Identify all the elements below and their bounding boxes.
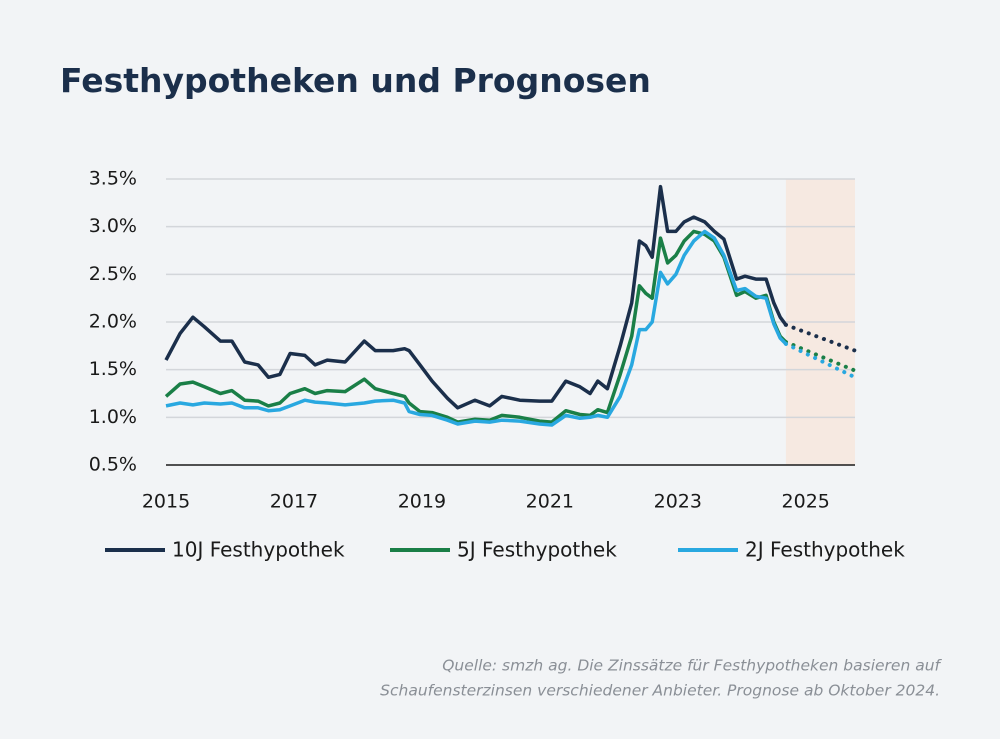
x-tick-label: 2023 bbox=[654, 491, 702, 513]
y-tick-label: 1.0% bbox=[89, 406, 137, 428]
x-tick-label: 2019 bbox=[398, 491, 446, 513]
y-tick-label: 1.5% bbox=[89, 358, 137, 380]
y-tick-label: 2.0% bbox=[89, 311, 137, 333]
forecast-line bbox=[783, 341, 857, 380]
x-tick-label: 2017 bbox=[270, 491, 318, 513]
x-tick-label: 2015 bbox=[142, 491, 190, 513]
legend-label: 2J Festhypothek bbox=[745, 538, 905, 562]
legend-label: 5J Festhypothek bbox=[457, 538, 617, 562]
series-line bbox=[164, 229, 788, 424]
series-line bbox=[165, 229, 788, 427]
y-tick-label: 3.0% bbox=[89, 215, 137, 237]
y-tick-label: 3.5% bbox=[89, 168, 137, 190]
y-tick-label: 2.5% bbox=[89, 263, 137, 285]
legend-label: 10J Festhypothek bbox=[172, 538, 345, 562]
chart-title: Festhypotheken und Prognosen bbox=[60, 61, 651, 100]
x-tick-label: 2021 bbox=[526, 491, 574, 513]
x-tick-label: 2025 bbox=[782, 491, 830, 513]
y-tick-label: 0.5% bbox=[89, 454, 137, 476]
series-line bbox=[164, 184, 788, 410]
source-line: Schaufensterzinsen verschiedener Anbiete… bbox=[380, 682, 940, 700]
source-line: Quelle: smzh ag. Die Zinssätze für Festh… bbox=[442, 657, 942, 675]
